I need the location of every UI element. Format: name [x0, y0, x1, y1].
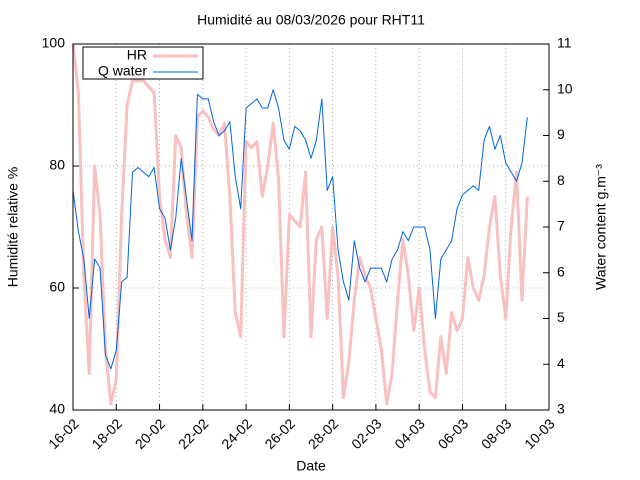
- x-tick-label: 16-02: [45, 415, 82, 452]
- y2-tick-label: 10: [557, 80, 573, 96]
- y2-tick-label: 7: [557, 218, 565, 234]
- x-tick-label: 02-03: [348, 415, 385, 452]
- plot-border: [72, 43, 550, 411]
- y-axis-label: Humidité relative %: [5, 167, 21, 288]
- x-tick-label: 10-03: [521, 415, 558, 452]
- x-tick-label: 18-02: [88, 415, 125, 452]
- y2-tick-label: 8: [557, 172, 565, 188]
- chart-title: Humidité au 08/03/2026 pour RHT11: [197, 12, 425, 28]
- y2-tick-label: 4: [557, 355, 565, 371]
- x-axis-label: Date: [296, 458, 326, 474]
- y-tick-label: 60: [49, 279, 65, 295]
- x-tick-label: 04-03: [391, 415, 428, 452]
- y2-tick-label: 6: [557, 263, 565, 279]
- x-tick-label: 26-02: [261, 415, 298, 452]
- legend-box: [82, 46, 204, 80]
- y-tick-label: 100: [42, 35, 66, 51]
- series-line: [71, 43, 529, 406]
- y2-tick-label: 11: [557, 35, 572, 51]
- x-tick-label: 20-02: [132, 415, 169, 452]
- series-line: [72, 89, 528, 370]
- legend-label: HR: [127, 47, 147, 63]
- x-tick-label: 06-03: [435, 415, 472, 452]
- x-tick-label: 08-03: [478, 415, 515, 452]
- y2-tick-label: 5: [557, 309, 565, 325]
- y2-tick-label: 3: [557, 401, 565, 417]
- y2-axis-label: Water content g.m⁻³: [593, 164, 609, 290]
- y2-tick-label: 9: [557, 126, 565, 142]
- x-tick-label: 28-02: [305, 415, 342, 452]
- y-tick-label: 80: [49, 157, 65, 173]
- x-tick-label: 22-02: [175, 415, 212, 452]
- x-tick-label: 24-02: [218, 415, 255, 452]
- y-tick-label: 40: [49, 401, 65, 417]
- legend-label: Q water: [98, 63, 147, 79]
